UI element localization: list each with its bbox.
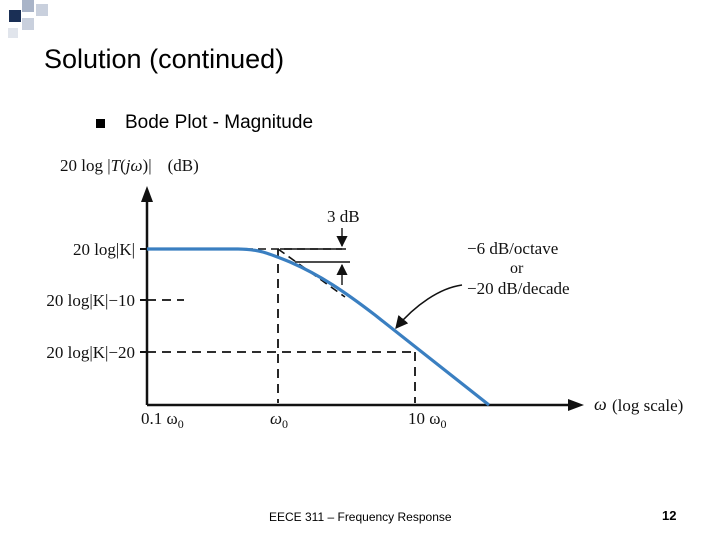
footer-text: EECE 311 – Frequency Response — [269, 510, 452, 524]
x-axis-label: ω — [594, 394, 607, 414]
x-axis-arrow — [568, 399, 584, 411]
bullet-marker — [96, 119, 105, 128]
y-tick-label: 20 log|K|−10 — [46, 291, 135, 310]
slope-label-octave: −6 dB/octave — [467, 239, 558, 258]
y-tick-label: 20 log|K|−20 — [46, 343, 135, 362]
corner-decoration — [0, 0, 60, 40]
x-tick-label: ω0 — [270, 409, 288, 431]
x-tick-label: 0.1 ω0 — [141, 409, 184, 431]
slope-label-or: or — [510, 260, 524, 277]
magnitude-curve — [147, 247, 490, 407]
3db-label: 3 dB — [327, 207, 360, 226]
bullet-text: Bode Plot - Magnitude — [125, 112, 314, 133]
y-axis-label: 20 log |T(jω)| (dB) — [60, 156, 199, 175]
x-axis-scale-label: (log scale) — [612, 396, 683, 415]
slide-title: Solution (continued) — [44, 44, 285, 74]
y-axis-arrow — [141, 186, 153, 202]
page-number: 12 — [662, 508, 677, 523]
x-tick-label: 10 ω0 — [408, 409, 446, 431]
slope-pointer-arrow — [395, 284, 463, 329]
slope-label-decade: −20 dB/decade — [467, 279, 570, 298]
y-tick-label: 20 log|K| — [73, 240, 135, 259]
